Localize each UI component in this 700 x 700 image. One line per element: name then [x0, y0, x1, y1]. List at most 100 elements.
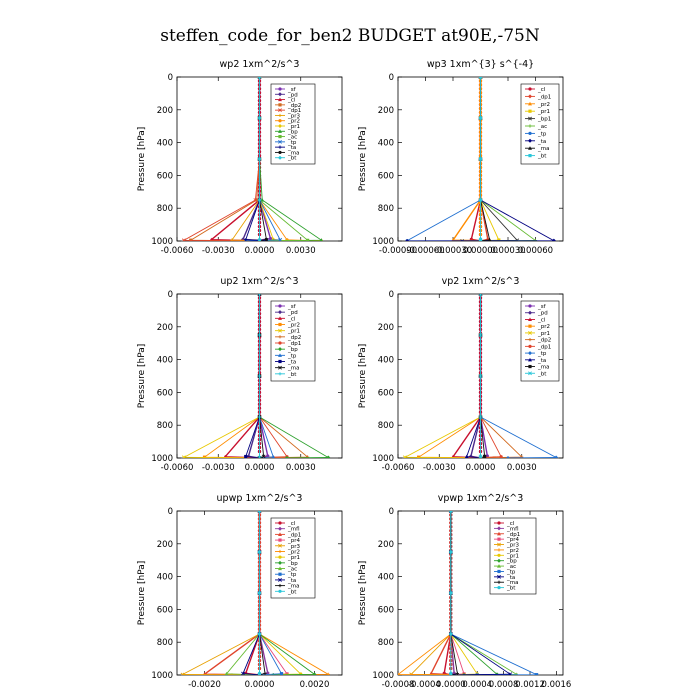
legend-label: _ta [506, 575, 515, 581]
legend-marker [497, 521, 501, 525]
x-tick-label: 0.0016 [542, 680, 572, 690]
data-point-ma [261, 454, 266, 458]
y-tick-label: 800 [378, 638, 394, 648]
legend-label: _ta [287, 360, 296, 366]
legend-marker [528, 124, 532, 128]
legend-marker [528, 138, 532, 143]
legend-marker [278, 129, 282, 133]
legend-label: _cl [506, 521, 515, 527]
legend-marker [278, 113, 282, 118]
data-point-ta [241, 671, 245, 675]
series-line-dp1 [469, 294, 502, 458]
y-tick-label: 600 [378, 171, 394, 181]
y-axis-label: Pressure [hPa] [137, 127, 147, 192]
legend-marker [528, 109, 532, 113]
y-tick-label: 1000 [372, 237, 394, 247]
legend-marker [278, 124, 282, 128]
data-point-ma [483, 454, 487, 458]
legend-label: _bt [287, 156, 297, 162]
y-tick-label: 600 [378, 605, 394, 615]
data-point-pr1 [181, 455, 186, 458]
legend-label: _cl [287, 521, 296, 527]
x-tick-label: 0.0000 [436, 680, 466, 690]
budget-panel-3: vp2 1xm^2/s^3 Pressure [hPa] 0 200 400 600 800… [358, 276, 564, 473]
data-point-tp [535, 673, 539, 675]
y-tick-label: 0 [389, 290, 394, 300]
data-point-bt [478, 294, 483, 296]
legend-marker [528, 364, 532, 369]
legend-marker [278, 108, 282, 113]
data-point-ta [244, 454, 248, 458]
legend-label: _pr2 [287, 119, 300, 125]
data-point-ta [244, 238, 248, 241]
legend-marker [278, 526, 282, 531]
legend-marker [497, 542, 501, 547]
data-point-bt [257, 157, 262, 161]
data-point-dp1 [499, 455, 503, 458]
y-tick-label: 200 [378, 540, 394, 550]
data-point-bp [271, 673, 276, 675]
legend-label: _dp2 [287, 335, 301, 341]
legend-label: _pr3 [506, 543, 520, 549]
data-point-pr2 [417, 455, 421, 458]
legend-label: _ma [287, 150, 299, 156]
data-point-ta [405, 239, 410, 241]
series-line-dp2 [480, 294, 523, 458]
y-tick-label: 800 [378, 204, 394, 214]
x-tick-label: 0.0030 [286, 246, 316, 256]
data-point-bt [449, 511, 453, 513]
legend-marker [528, 344, 532, 348]
legend-marker [278, 359, 282, 364]
data-point-pr2 [202, 455, 207, 458]
data-point-bt [257, 550, 262, 554]
x-tick-label: -0.0030 [202, 246, 235, 256]
legend-marker [278, 566, 282, 571]
data-point-tp [279, 672, 284, 675]
y-tick-label: 200 [378, 323, 394, 333]
panel-grid: wp2 1xm^2/s^3 Pressure [hPa] 0 200 400 600 800… [137, 59, 571, 690]
data-point-bt [478, 157, 483, 161]
legend-marker [278, 353, 282, 357]
legend-label: _dp2 [537, 338, 551, 344]
series-line-pr2 [451, 77, 499, 241]
legend-marker [528, 310, 532, 315]
data-point-ta [464, 454, 469, 458]
budget-panel-2: up2 1xm^2/s^3 Pressure [hPa] 0 200 400 600 800… [137, 276, 343, 473]
y-tick-label: 1000 [151, 671, 173, 681]
legend-marker [278, 584, 282, 588]
legend-box [270, 517, 316, 599]
series-line-ta [245, 77, 267, 241]
data-point-bt [478, 333, 483, 337]
data-point-ma [455, 671, 459, 675]
legend-marker [278, 310, 282, 315]
legend-marker [528, 357, 532, 362]
data-point-ma [263, 671, 267, 675]
legend-marker [528, 317, 532, 322]
data-point-ma [264, 237, 268, 241]
legend-label: _dp1 [287, 341, 301, 347]
legend-label: _ac [537, 124, 547, 130]
legend-label: _pr4 [287, 538, 301, 544]
y-tick-label: 600 [157, 605, 173, 615]
x-tick-label: -0.0060 [161, 246, 194, 256]
legend-marker [528, 87, 532, 91]
legend-marker [497, 553, 501, 557]
y-tick-label: 1000 [372, 454, 394, 464]
y-tick-label: 600 [157, 388, 173, 398]
y-axis-label: Pressure [hPa] [358, 127, 368, 192]
legend-marker [278, 134, 282, 139]
legend-marker [278, 139, 282, 144]
legend: _sf_pd_cl_dp2_dp1_pr3_pr2_pr1_bp_ac_tp_t… [270, 83, 316, 165]
y-tick-label: 400 [157, 139, 173, 149]
series-line-dp2 [189, 77, 260, 241]
y-tick-label: 800 [157, 421, 173, 431]
data-point-bt [478, 374, 483, 378]
legend-marker [278, 87, 282, 91]
legend-label: _bt [287, 589, 297, 595]
legend-box [520, 300, 560, 382]
x-tick-label: 0.0020 [300, 680, 330, 690]
legend-label: _tp [506, 569, 516, 575]
data-point-pr2 [398, 672, 400, 675]
series-group [181, 294, 331, 458]
data-point-tp [278, 237, 283, 241]
